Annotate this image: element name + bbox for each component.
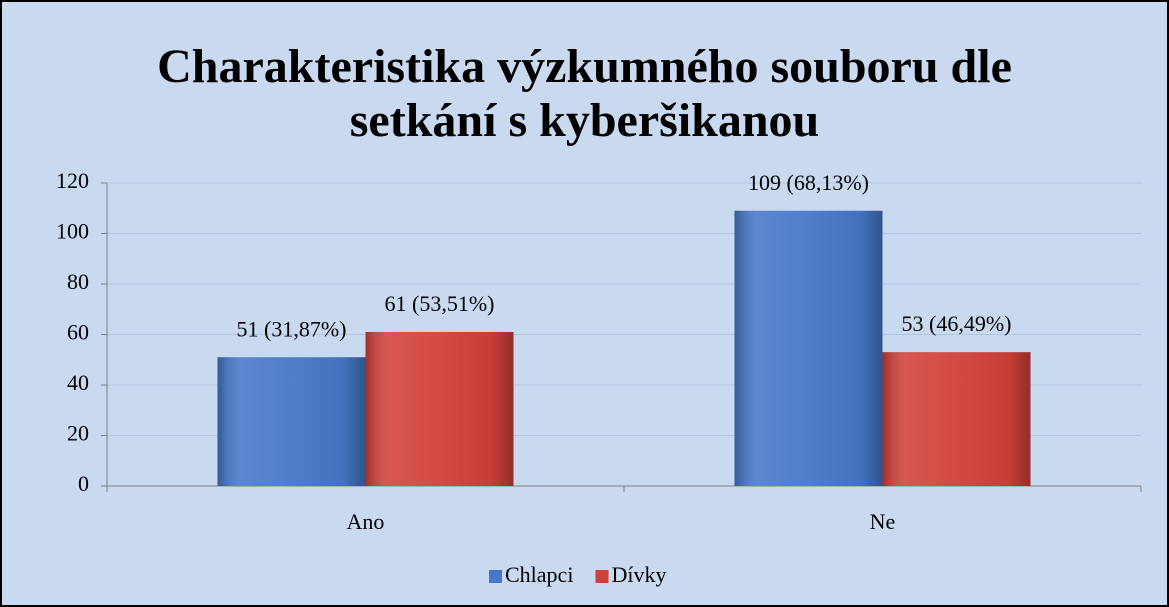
y-tick-label: 0: [78, 471, 89, 496]
y-tick-label: 120: [56, 168, 89, 193]
y-tick-label: 100: [56, 219, 89, 244]
chart-title: Charakteristika výzkumného souboru dle s…: [157, 40, 1012, 147]
x-tick-label: Ne: [870, 509, 896, 534]
value-label: 61 (53,51%): [385, 291, 495, 316]
y-tick-label: 40: [67, 370, 89, 395]
value-label: 109 (68,13%): [748, 170, 869, 195]
legend-label: Dívky: [612, 562, 667, 587]
bar-shade: [734, 210, 883, 486]
legend-label: Chlapci: [505, 562, 573, 587]
bar-shade: [217, 357, 366, 486]
value-label: 53 (46,49%): [902, 311, 1012, 336]
legend-swatch: [489, 570, 502, 583]
bar-shade: [365, 331, 514, 486]
value-label: 51 (31,87%): [237, 316, 347, 341]
y-tick-label: 20: [67, 421, 89, 446]
bar-shade: [882, 352, 1031, 486]
y-tick-label: 60: [67, 320, 89, 345]
x-tick-label: Ano: [347, 509, 385, 534]
legend-swatch: [595, 570, 609, 583]
y-tick-label: 80: [67, 269, 89, 294]
